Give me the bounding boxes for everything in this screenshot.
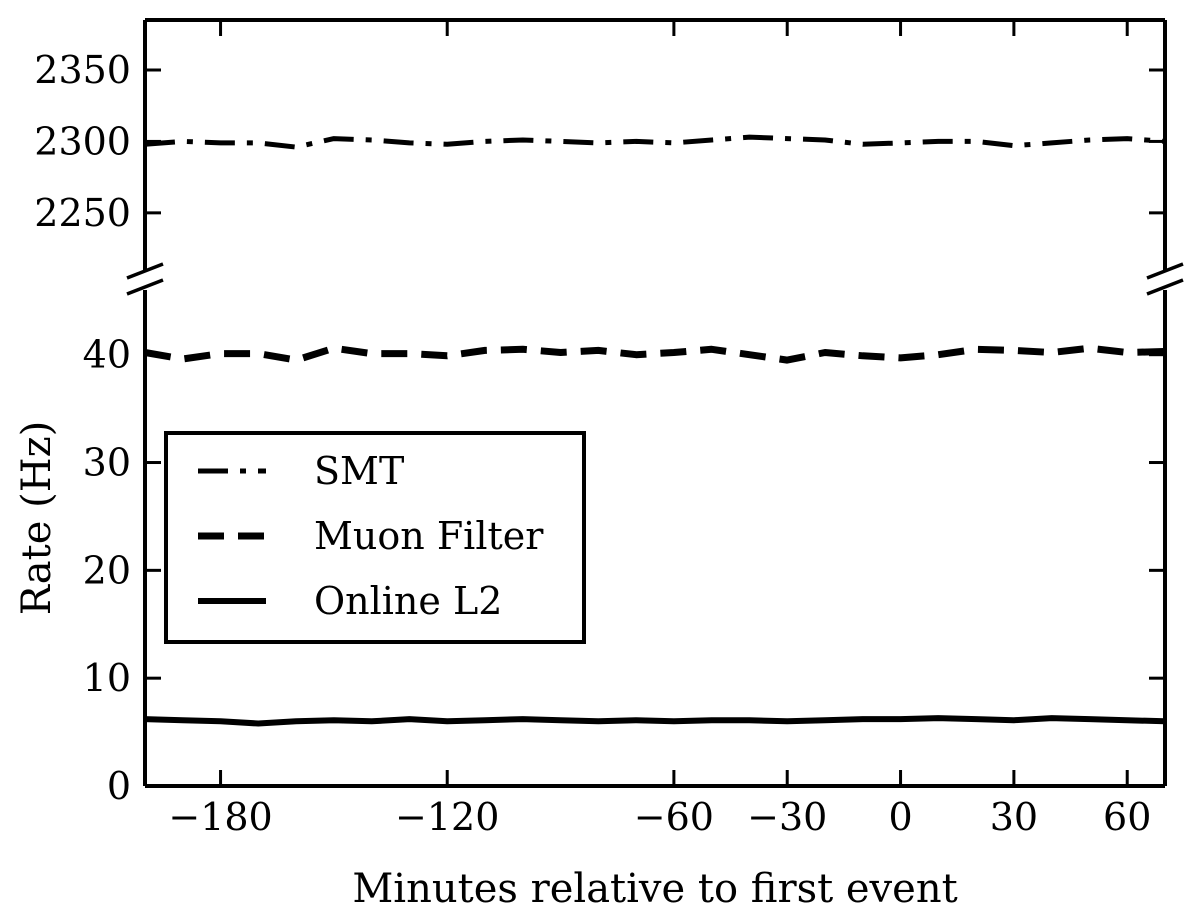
x-tick-label: 0 <box>888 795 912 839</box>
y-tick-label-lower: 10 <box>83 656 131 700</box>
y-axis-label: Rate (Hz) <box>14 421 60 616</box>
axis-break-mark <box>126 278 164 296</box>
series-line-muon-filter <box>144 344 1166 364</box>
y-tick-label-lower: 30 <box>83 441 131 485</box>
series-line-smt <box>144 134 1166 150</box>
y-tick-label-lower: 0 <box>107 764 131 808</box>
legend-label-muon-filter: Muon Filter <box>314 514 544 558</box>
x-tick-label: −180 <box>168 795 272 839</box>
x-tick-label: −120 <box>395 795 499 839</box>
x-tick-label: −60 <box>634 795 714 839</box>
axis-break-mark <box>1146 262 1184 280</box>
y-tick-label-upper: 2250 <box>34 191 131 235</box>
y-tick-label-upper: 2300 <box>34 119 131 163</box>
axis-break-mark <box>1146 278 1184 296</box>
series-line-online-l2 <box>144 715 1166 727</box>
legend-label-online-l2: Online L2 <box>314 579 502 623</box>
plot-area: −180 −120 −60 −30 0 30 60 2250 2300 2350 0 10 20 30 40… <box>14 18 1184 912</box>
x-tick-label: −30 <box>747 795 827 839</box>
x-axis-label: Minutes relative to first event <box>352 866 957 912</box>
y-tick-label-lower: 20 <box>83 548 131 592</box>
y-tick-label-upper: 2350 <box>34 48 131 92</box>
x-tick-label: 30 <box>990 795 1038 839</box>
axis-break-mark <box>126 262 164 280</box>
legend-box <box>164 431 586 644</box>
y-tick-label-lower: 40 <box>83 333 131 377</box>
legend-label-smt: SMT <box>314 449 404 493</box>
legend: SMT Muon Filter Online L2 <box>164 431 586 644</box>
x-tick-label: 60 <box>1103 795 1151 839</box>
